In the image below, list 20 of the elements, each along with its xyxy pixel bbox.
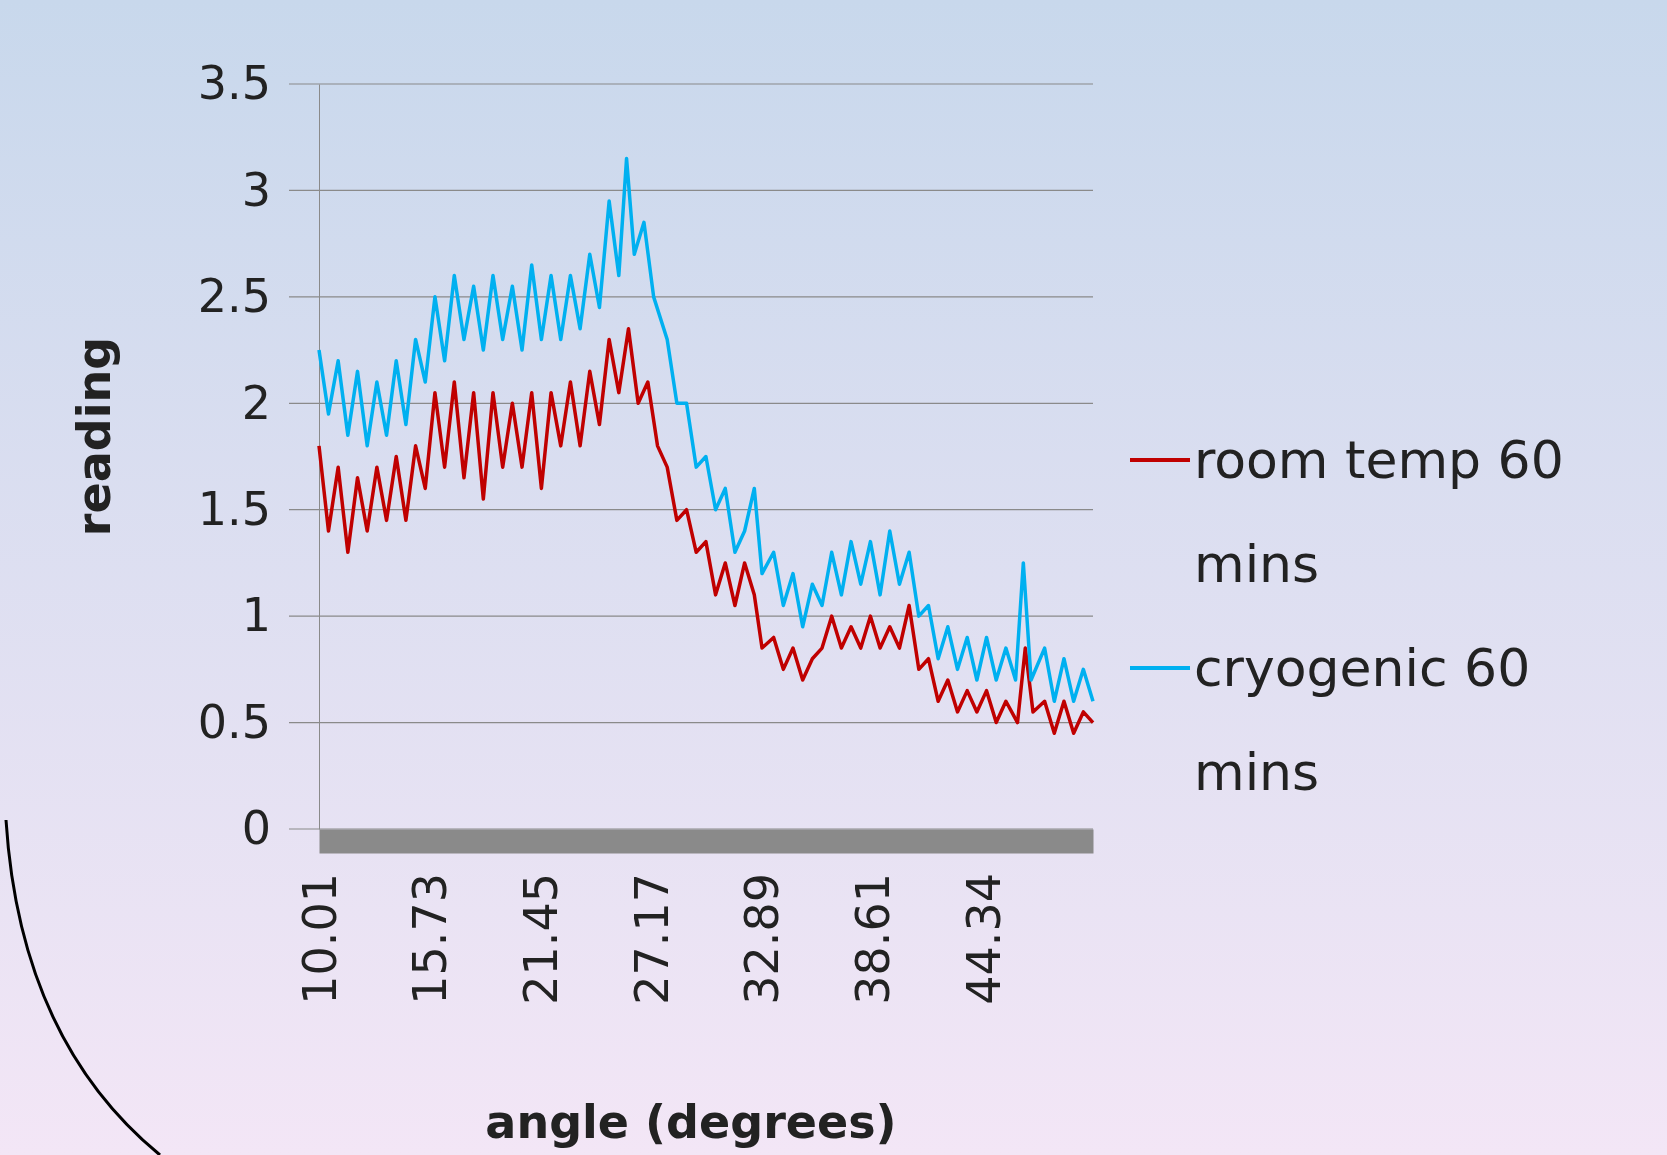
x-tick-label: 10.01 [292, 873, 347, 1005]
line-series [317, 156, 1095, 704]
x-tick-label: 15.73 [403, 873, 458, 1005]
x-tick-label: 38.61 [846, 873, 901, 1005]
y-tick-label: 1.5 [197, 481, 271, 536]
x-tick-label: 27.17 [624, 873, 679, 1005]
y-tick-label: 0 [241, 801, 271, 856]
legend-label: cryogenic 60 mins [1194, 638, 1531, 802]
y-tick-label: 1 [241, 588, 271, 643]
x-axis-title: angle (degrees) [485, 1095, 897, 1149]
y-axis-title: reading [67, 336, 121, 537]
x-tick-label: 44.34 [957, 873, 1012, 1005]
x-tick-label: 21.45 [514, 873, 569, 1005]
y-tick-label: 2 [241, 375, 271, 430]
x-tick-label: 32.89 [735, 873, 790, 1005]
y-tick-label: 2.5 [197, 269, 271, 324]
line-series [317, 327, 1095, 735]
y-tick-label: 0.5 [197, 694, 271, 749]
y-tick-label: 3.5 [197, 56, 271, 111]
y-tick-label: 3 [241, 162, 271, 217]
